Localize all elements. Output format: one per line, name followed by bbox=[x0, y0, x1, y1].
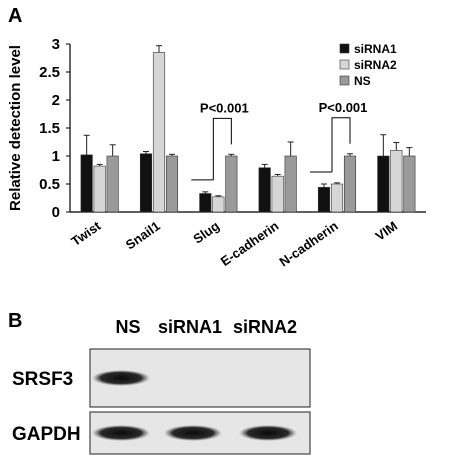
lane-label: NS bbox=[115, 317, 140, 337]
significance-label: P<0.001 bbox=[319, 100, 368, 115]
bar bbox=[139, 153, 153, 213]
category-label: E-cadherin bbox=[218, 218, 282, 269]
blot-band bbox=[239, 425, 297, 441]
y-tick-label: 2.5 bbox=[39, 64, 60, 81]
bar bbox=[403, 155, 416, 213]
lane-label: siRNA2 bbox=[233, 317, 297, 337]
bar bbox=[377, 155, 390, 213]
blot-row-label: GAPDH bbox=[12, 424, 81, 445]
bar bbox=[165, 155, 179, 213]
significance-label: P<0.001 bbox=[200, 100, 249, 115]
y-tick-label: 1 bbox=[52, 148, 60, 165]
panel-b-label: B bbox=[8, 310, 22, 332]
significance-bracket bbox=[310, 117, 351, 173]
bar bbox=[271, 175, 284, 213]
bar bbox=[225, 155, 238, 213]
bar bbox=[199, 193, 212, 213]
panel-a-label: A bbox=[8, 5, 22, 27]
bar bbox=[330, 183, 344, 213]
blot-band bbox=[164, 425, 222, 441]
bar bbox=[258, 167, 271, 213]
bar-chart: 0 0.5 1 1.5 2 2.5 3 Twist Snail1 SlugE-cadherinN-… bbox=[39, 36, 426, 269]
category-label: VIM bbox=[373, 218, 401, 244]
legend-swatch bbox=[339, 43, 350, 54]
y-tick-label: 3 bbox=[52, 36, 60, 53]
bar bbox=[343, 155, 357, 213]
legend-label: NS bbox=[354, 74, 371, 88]
blot-band bbox=[92, 425, 150, 441]
category-label: Twist bbox=[68, 218, 104, 249]
category-label: Snail1 bbox=[123, 218, 163, 252]
legend-label: siRNA1 bbox=[354, 42, 397, 56]
lane-label: siRNA1 bbox=[158, 317, 222, 337]
bar bbox=[317, 187, 331, 213]
legend-label: siRNA2 bbox=[354, 58, 397, 72]
bar bbox=[93, 165, 106, 213]
blot-row-label: SRSF3 bbox=[12, 369, 73, 390]
y-axis-label: Relative detection level bbox=[7, 45, 24, 211]
bar bbox=[80, 154, 93, 213]
blot-band bbox=[92, 370, 150, 386]
bar bbox=[106, 155, 119, 213]
y-tick-label: 1.5 bbox=[39, 120, 60, 137]
western-blot: NS siRNA1 siRNA2 SRSF3 GAPDH bbox=[12, 317, 311, 455]
y-tick-label: 0 bbox=[52, 204, 60, 221]
legend-swatch bbox=[339, 75, 350, 86]
category-label: Slug bbox=[190, 218, 222, 246]
bar bbox=[152, 52, 166, 213]
bar bbox=[284, 155, 297, 213]
significance-bracket bbox=[191, 117, 232, 181]
legend-swatch bbox=[339, 59, 350, 70]
bar bbox=[212, 196, 225, 213]
y-tick-label: 2 bbox=[52, 92, 60, 109]
bar bbox=[390, 150, 403, 213]
category-label: N-cadherin bbox=[276, 218, 340, 269]
y-tick-label: 0.5 bbox=[39, 176, 60, 193]
